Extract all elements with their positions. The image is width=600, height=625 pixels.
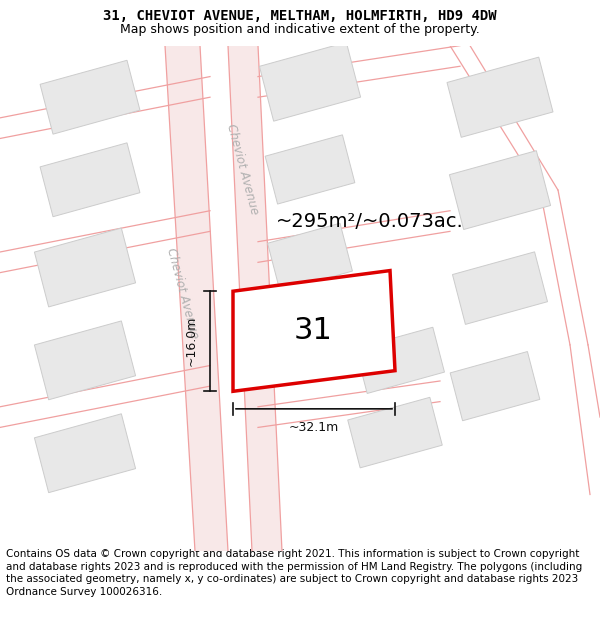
Text: 31: 31 [293, 316, 332, 346]
Polygon shape [233, 271, 395, 391]
Text: Map shows position and indicative extent of the property.: Map shows position and indicative extent… [120, 22, 480, 36]
Polygon shape [40, 143, 140, 217]
Polygon shape [449, 151, 551, 229]
Text: ~32.1m: ~32.1m [289, 421, 339, 434]
Polygon shape [34, 414, 136, 492]
Polygon shape [348, 398, 442, 468]
Polygon shape [40, 60, 140, 134]
Text: ~295m²/~0.073ac.: ~295m²/~0.073ac. [276, 211, 464, 231]
Polygon shape [165, 46, 228, 551]
Text: Cheviot Avenue: Cheviot Avenue [164, 246, 200, 340]
Polygon shape [228, 46, 282, 551]
Polygon shape [265, 135, 355, 204]
Polygon shape [450, 351, 540, 421]
Polygon shape [447, 57, 553, 138]
Polygon shape [356, 328, 445, 394]
Polygon shape [34, 321, 136, 400]
Text: 31, CHEVIOT AVENUE, MELTHAM, HOLMFIRTH, HD9 4DW: 31, CHEVIOT AVENUE, MELTHAM, HOLMFIRTH, … [103, 9, 497, 23]
Polygon shape [34, 228, 136, 307]
Text: Cheviot Avenue: Cheviot Avenue [224, 122, 260, 216]
Text: ~16.0m: ~16.0m [185, 316, 198, 366]
Polygon shape [259, 42, 361, 121]
Polygon shape [452, 252, 548, 324]
Polygon shape [268, 223, 352, 291]
Text: Contains OS data © Crown copyright and database right 2021. This information is : Contains OS data © Crown copyright and d… [6, 549, 582, 597]
